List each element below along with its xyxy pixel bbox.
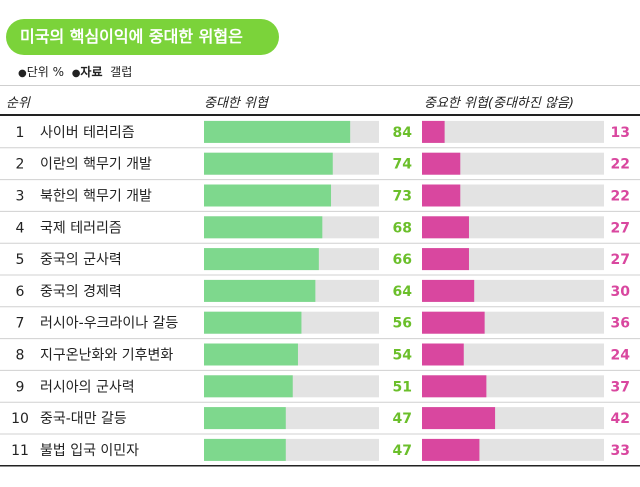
minor-value-label: 13 (611, 125, 630, 141)
source-label: 자료 (80, 65, 103, 79)
chart-title: 미국의 핵심이익에 중대한 위협은 (20, 27, 243, 46)
minor-bar (422, 438, 480, 461)
major-bar (204, 407, 286, 430)
major-value-label: 66 (393, 252, 412, 268)
minor-bar (422, 152, 461, 175)
major-value-label: 51 (393, 379, 412, 395)
category-label: 중국의 경제력 (40, 284, 122, 300)
minor-value-label: 30 (611, 284, 631, 300)
chart-meta: ●단위 % ●자료 갤럽 (18, 63, 132, 80)
rank-label: 11 (11, 443, 29, 459)
rank-label: 9 (16, 379, 25, 395)
category-label: 사이버 테러리즘 (40, 125, 135, 141)
minor-bar-track (422, 343, 604, 366)
category-label: 북한의 핵무기 개발 (40, 189, 152, 205)
rank-label: 5 (16, 252, 25, 268)
minor-bar-track (422, 184, 604, 207)
minor-value-label: 22 (611, 157, 630, 173)
category-label: 불법 입국 이민자 (40, 443, 139, 459)
major-column-header: 중대한 위협 (204, 96, 268, 111)
major-value-label: 64 (393, 284, 413, 300)
rank-label: 6 (16, 284, 25, 300)
header-rule-top (0, 85, 640, 86)
source-value: 갤럽 (110, 65, 133, 79)
minor-bar (422, 375, 487, 398)
category-label: 러시아-우크라이나 갈등 (40, 316, 178, 332)
major-bar (204, 343, 298, 366)
major-bar (204, 120, 351, 143)
major-bar (204, 152, 333, 175)
rank-label: 2 (16, 157, 25, 173)
major-bar (204, 184, 332, 207)
major-value-label: 84 (393, 125, 413, 141)
rank-label: 3 (16, 189, 25, 205)
major-bar (204, 216, 323, 239)
minor-bar (422, 279, 475, 302)
minor-bar-track (422, 120, 604, 143)
rank-label: 8 (16, 348, 25, 364)
major-bar (204, 438, 286, 461)
category-label: 국제 테러리즘 (40, 220, 122, 236)
minor-value-label: 37 (611, 379, 630, 395)
major-bar (204, 279, 316, 302)
bullet-icon: ● (18, 68, 27, 79)
minor-bar (422, 248, 469, 271)
minor-value-label: 27 (611, 252, 630, 268)
minor-value-label: 42 (611, 411, 630, 427)
minor-value-label: 33 (611, 443, 630, 459)
minor-bar (422, 184, 461, 207)
minor-bar (422, 120, 445, 143)
header-rule-bottom (0, 114, 640, 116)
minor-value-label: 22 (611, 189, 630, 205)
category-label: 이란의 핵무기 개발 (40, 157, 152, 173)
category-label: 지구온난화와 기후변화 (40, 348, 173, 364)
minor-bar (422, 216, 469, 239)
title-background (6, 19, 279, 55)
bullet-icon: ● (71, 68, 81, 79)
minor-column-header: 중요한 위협(중대하진 않음) (424, 96, 574, 111)
rank-label: 7 (16, 316, 25, 332)
category-label: 중국-대만 갈등 (40, 411, 127, 427)
major-value-label: 56 (393, 316, 412, 332)
category-label: 중국의 군사력 (40, 252, 122, 268)
unit-label: 단위 % (26, 65, 65, 79)
minor-bar (422, 407, 496, 430)
major-value-label: 73 (393, 189, 412, 205)
major-value-label: 54 (393, 348, 413, 364)
minor-bar (422, 311, 485, 334)
major-bar (204, 311, 302, 334)
major-value-label: 47 (393, 443, 412, 459)
major-bar (204, 248, 319, 271)
rank-label: 1 (16, 125, 25, 141)
major-value-label: 68 (393, 220, 412, 236)
rank-label: 4 (16, 220, 25, 236)
minor-bar-track (422, 152, 604, 175)
minor-value-label: 36 (611, 316, 630, 332)
category-label: 러시아의 군사력 (40, 379, 135, 395)
minor-bar (422, 343, 464, 366)
minor-value-label: 27 (611, 220, 630, 236)
rank-column-header: 순위 (6, 96, 30, 111)
major-value-label: 74 (393, 157, 413, 173)
major-bar (204, 375, 293, 398)
major-value-label: 47 (393, 411, 412, 427)
minor-value-label: 24 (611, 348, 631, 364)
rank-label: 10 (11, 411, 29, 427)
